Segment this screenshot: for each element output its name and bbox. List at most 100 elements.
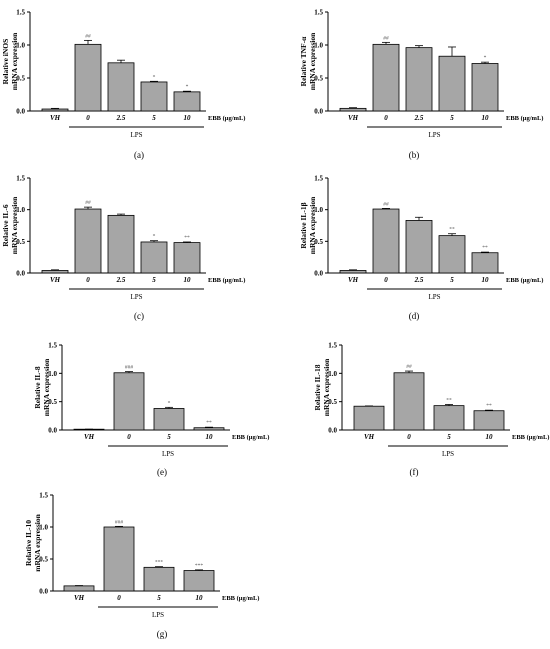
y-axis-label-line1: Relative IL-18	[313, 364, 322, 410]
chart-panel-6: 0.0 0.5 1.0 1.5 Relative IL-18 mRNA expressio…	[313, 342, 549, 478]
y-tick-label: 0.0	[39, 588, 48, 596]
bar	[438, 55, 466, 112]
y-axis-label-line1: Relative IL-6	[1, 204, 10, 247]
x-unit-label: EBB (μg/mL)	[506, 115, 543, 122]
x-tick-label: 10	[184, 114, 192, 122]
y-tick-label: 1.0	[16, 206, 25, 214]
y-axis-label-line1: Relative IL-8	[33, 366, 42, 409]
y-tick-label: 1.0	[16, 42, 25, 50]
x-tick-label: 10	[196, 594, 204, 602]
group-label: LPS	[152, 611, 164, 619]
significance-mark: ***	[155, 560, 164, 566]
x-tick-label: VH	[50, 276, 61, 284]
significance-mark: **	[486, 403, 492, 409]
bar	[173, 242, 201, 274]
bar	[107, 62, 135, 112]
x-tick-label: 2.5	[414, 276, 424, 284]
x-unit-label: EBB (μg/mL)	[232, 434, 269, 441]
bar	[173, 91, 201, 112]
panel-label: (a)	[134, 150, 144, 160]
panel-label: (d)	[409, 311, 420, 321]
bar	[107, 214, 135, 274]
y-axis-label-line2: mRNA expression	[322, 358, 331, 416]
bar	[405, 220, 433, 274]
group-label: LPS	[162, 450, 174, 458]
y-tick-label: 1.5	[16, 175, 25, 183]
bar	[405, 47, 433, 112]
y-tick-label: 0.5	[328, 398, 337, 406]
y-tick-label: 1.5	[314, 9, 323, 17]
x-tick-label: VH	[364, 433, 375, 441]
bar	[438, 235, 466, 274]
significance-mark: *	[186, 84, 189, 90]
y-axis-label-line1: Relative iNOS	[1, 39, 10, 85]
x-tick-label: VH	[348, 114, 359, 122]
y-tick-label: 1.5	[39, 492, 48, 500]
panel-label: (e)	[157, 467, 167, 477]
y-axis-label-line2: mRNA expression	[308, 196, 317, 254]
significance-mark: ###	[125, 365, 134, 371]
y-axis-label-line1: Relative IL-1β	[299, 202, 308, 248]
chart-panel-1: 0.0 0.5 1.0 1.5 Relative iNOS mRNA expression…	[1, 9, 245, 161]
bar	[433, 405, 465, 431]
y-axis-label-line2: mRNA expression	[42, 358, 51, 416]
bar	[74, 208, 102, 274]
x-tick-label: 2.5	[116, 276, 126, 284]
x-tick-label: 0	[86, 276, 90, 284]
bar	[372, 43, 400, 112]
y-tick-label: 0.5	[16, 238, 25, 246]
bar	[393, 372, 425, 431]
y-tick-label: 0.0	[314, 270, 323, 278]
y-tick-label: 0.5	[48, 398, 57, 406]
x-tick-label: 5	[447, 433, 451, 441]
panel-label: (c)	[134, 311, 144, 321]
panel-label: (g)	[157, 629, 168, 639]
x-tick-label: 10	[486, 433, 494, 441]
x-unit-label: EBB (μg/mL)	[506, 277, 543, 284]
y-tick-label: 1.5	[328, 342, 337, 350]
bar	[473, 410, 505, 431]
x-tick-label: 10	[482, 114, 490, 122]
chart-panel-2: 0.0 0.5 1.0 1.5 Relative TNF-α mRNA expressio…	[299, 9, 543, 161]
x-tick-label: VH	[348, 276, 359, 284]
bar	[41, 270, 69, 274]
y-tick-label: 0.0	[16, 108, 25, 116]
y-tick-label: 0.5	[314, 75, 323, 83]
group-label: LPS	[130, 131, 142, 139]
y-tick-label: 0.0	[314, 108, 323, 116]
chart-panel-3: 0.0 0.5 1.0 1.5 Relative IL-6 mRNA expression…	[1, 175, 245, 322]
chart-panel-5: 0.0 0.5 1.0 1.5 Relative IL-8 mRNA expression…	[33, 342, 269, 478]
significance-mark: ###	[115, 519, 124, 525]
y-axis-label-line1: Relative TNF-α	[299, 36, 308, 86]
y-tick-label: 0.5	[314, 238, 323, 246]
x-tick-label: 10	[184, 276, 192, 284]
y-tick-label: 1.5	[48, 342, 57, 350]
bar	[74, 43, 102, 112]
x-tick-label: 5	[450, 114, 454, 122]
x-unit-label: EBB (μg/mL)	[208, 115, 245, 122]
y-axis-label-line2: mRNA expression	[10, 196, 19, 254]
bar	[339, 270, 367, 274]
y-axis-label-line2: mRNA expression	[10, 32, 19, 90]
y-tick-label: 0.0	[328, 427, 337, 435]
x-tick-label: 0	[86, 114, 90, 122]
y-tick-label: 0.0	[48, 427, 57, 435]
x-tick-label: 0	[127, 433, 131, 441]
x-unit-label: EBB (μg/mL)	[222, 595, 259, 602]
group-label: LPS	[442, 450, 454, 458]
y-tick-label: 1.0	[328, 370, 337, 378]
x-unit-label: EBB (μg/mL)	[512, 434, 549, 441]
y-tick-label: 1.0	[314, 206, 323, 214]
x-tick-label: 0	[407, 433, 411, 441]
significance-mark: **	[482, 245, 488, 251]
y-axis-label-line2: mRNA expression	[308, 32, 317, 90]
significance-mark: *	[153, 234, 156, 240]
x-tick-label: 10	[206, 433, 214, 441]
group-label: LPS	[428, 293, 440, 301]
significance-mark: ##	[406, 364, 412, 370]
bar	[193, 427, 225, 431]
bar	[63, 585, 95, 592]
chart-panel-4: 0.0 0.5 1.0 1.5 Relative IL-1β mRNA expressio…	[299, 175, 543, 322]
x-tick-label: 5	[157, 594, 161, 602]
